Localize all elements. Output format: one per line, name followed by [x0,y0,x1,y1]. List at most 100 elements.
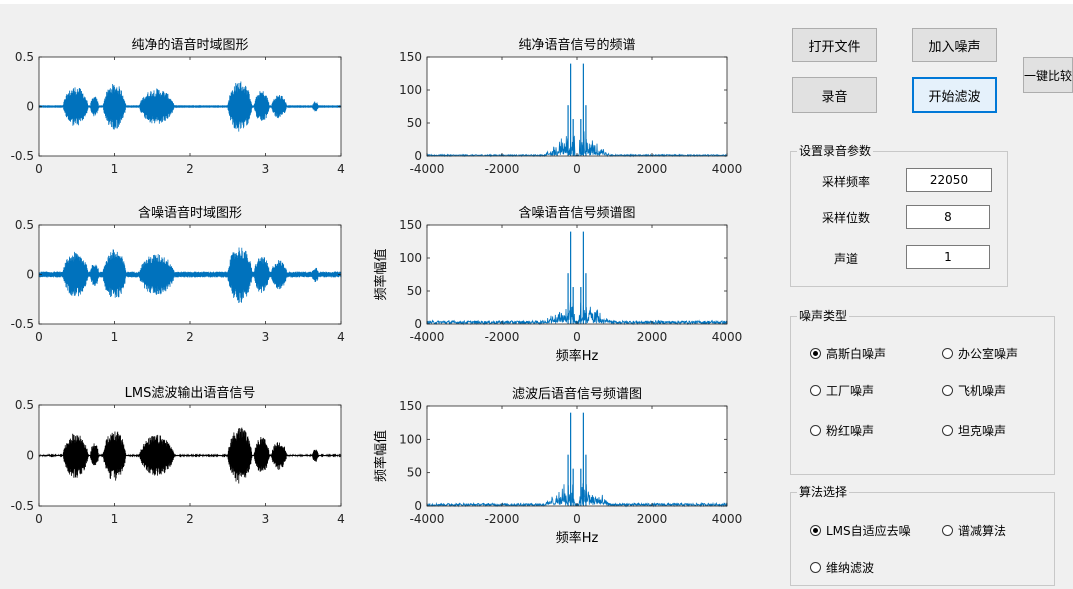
y-axis-label: 幅值 [0,442,2,468]
y-axis-label: 频率幅值 [373,248,389,300]
noise-option-office[interactable]: 办公室噪声 [942,345,1018,362]
record-button[interactable]: 录音 [792,77,877,113]
y-tick-label: 0 [414,149,422,163]
radio-selected-icon [810,525,821,536]
x-tick-label: 4000 [712,330,743,344]
radio-icon [810,562,821,573]
noise-option-tank[interactable]: 坦克噪声 [942,422,1006,439]
start-filter-button[interactable]: 开始滤波 [912,77,997,113]
noise-option-label: 办公室噪声 [958,347,1019,361]
noise-type-panel: 噪声类型 [790,308,1055,475]
algo-option-wiener[interactable]: 维纳滤波 [810,559,874,576]
x-axis-label: 频率Hz [556,530,599,546]
sample-rate-label: 采样频率 [821,175,870,189]
algo-option-spectral-subtraction[interactable]: 谱减算法 [942,522,1006,539]
noise-option-gaussian[interactable]: 高斯白噪声 [810,345,886,362]
chart-title: 含噪语音信号频谱图 [518,205,635,221]
x-tick-label: 2000 [637,162,668,176]
y-tick-label: 100 [399,432,422,446]
radio-icon [942,385,953,396]
radio-icon [942,348,953,359]
noise-option-label: 工厂噪声 [826,384,875,398]
x-tick-label: 4000 [712,512,743,526]
algorithm-panel: 算法选择 [790,484,1055,586]
x-tick-label: 0 [35,512,43,526]
radio-icon [810,385,821,396]
x-tick-label: 0 [573,330,581,344]
radio-icon [810,425,821,436]
algo-option-lms[interactable]: LMS自适应去噪 [810,522,911,539]
y-tick-label: 0 [26,100,34,114]
noise-option-label: 高斯白噪声 [826,347,887,361]
radio-icon [942,425,953,436]
y-tick-label: 0.5 [15,398,34,412]
chart-title: 滤波后语音信号频谱图 [512,386,642,402]
x-tick-label: 2 [186,330,194,344]
x-tick-label: 4 [337,512,345,526]
x-tick-label: -2000 [485,162,520,176]
x-tick-label: -4000 [410,330,445,344]
top-edge [0,0,1073,4]
bit-depth-field[interactable] [906,205,990,229]
radio-icon [942,525,953,536]
x-tick-label: 2 [186,512,194,526]
algo-option-label: 维纳滤波 [826,561,875,575]
x-tick-label: 2000 [637,512,668,526]
noise-option-label: 飞机噪声 [958,384,1007,398]
waveform-line [38,247,342,304]
noise-option-factory[interactable]: 工厂噪声 [810,382,874,399]
channels-field[interactable] [906,245,990,269]
x-tick-label: 1 [111,512,119,526]
compare-button[interactable]: 一键比较 [1023,57,1073,93]
x-tick-label: 2000 [637,330,668,344]
filtered-spectrum-plot: -4000 -2000 0 2000 4000 150 100 50 0 滤波后语音信号频谱图频率… [373,386,743,546]
add-noise-button[interactable]: 加入噪声 [912,28,997,62]
y-tick-label: 50 [407,116,422,130]
y-tick-label: 0 [26,268,34,282]
y-tick-label: 50 [407,284,422,298]
bit-depth-label: 采样位数 [821,211,870,225]
noise-option-label: 粉红噪声 [826,424,875,438]
y-tick-label: 150 [399,218,422,232]
y-tick-label: 0 [414,499,422,513]
sample-rate-field[interactable] [906,168,992,192]
x-tick-label: -2000 [485,512,520,526]
y-tick-label: -0.5 [11,149,34,163]
y-tick-label: 100 [399,83,422,97]
noise-option-label: 坦克噪声 [958,424,1007,438]
chart-title: 含噪语音时域图形 [138,205,242,221]
y-tick-label: 100 [399,251,422,265]
axes-background [427,406,727,506]
noise-type-title: 噪声类型 [797,308,850,324]
open-file-button[interactable]: 打开文件 [792,28,877,62]
x-tick-label: 3 [262,512,270,526]
channels-label: 声道 [833,252,858,266]
x-tick-label: 0 [573,162,581,176]
x-tick-label: 0 [35,330,43,344]
noise-option-airplane[interactable]: 飞机噪声 [942,382,1006,399]
y-tick-label: 0.5 [15,218,34,232]
x-tick-label: -4000 [410,512,445,526]
algorithm-title: 算法选择 [797,484,850,500]
x-tick-label: 1 [111,330,119,344]
x-axis-label: 频率Hz [556,348,599,364]
algo-option-label: 谱减算法 [958,524,1007,538]
noise-option-pink[interactable]: 粉红噪声 [810,422,874,439]
y-tick-label: -0.5 [11,317,34,331]
x-tick-label: 3 [262,330,270,344]
waveform-line [38,81,342,132]
x-tick-label: 3 [262,162,270,176]
clean-spectrum-plot: -4000 -2000 0 2000 4000 150 100 50 0 纯净语音信号的频谱 [399,37,742,176]
chart-title: LMS滤波输出语音信号 [125,385,256,401]
x-tick-label: 4 [337,162,345,176]
y-tick-label: 150 [399,399,422,413]
radio-selected-icon [810,348,821,359]
chart-title: 纯净的语音时域图形 [131,37,248,53]
x-tick-label: -4000 [410,162,445,176]
x-tick-label: 4 [337,330,345,344]
record-params-title: 设置录音参数 [797,143,874,159]
x-tick-label: 2 [186,162,194,176]
waveform-line [38,427,342,484]
